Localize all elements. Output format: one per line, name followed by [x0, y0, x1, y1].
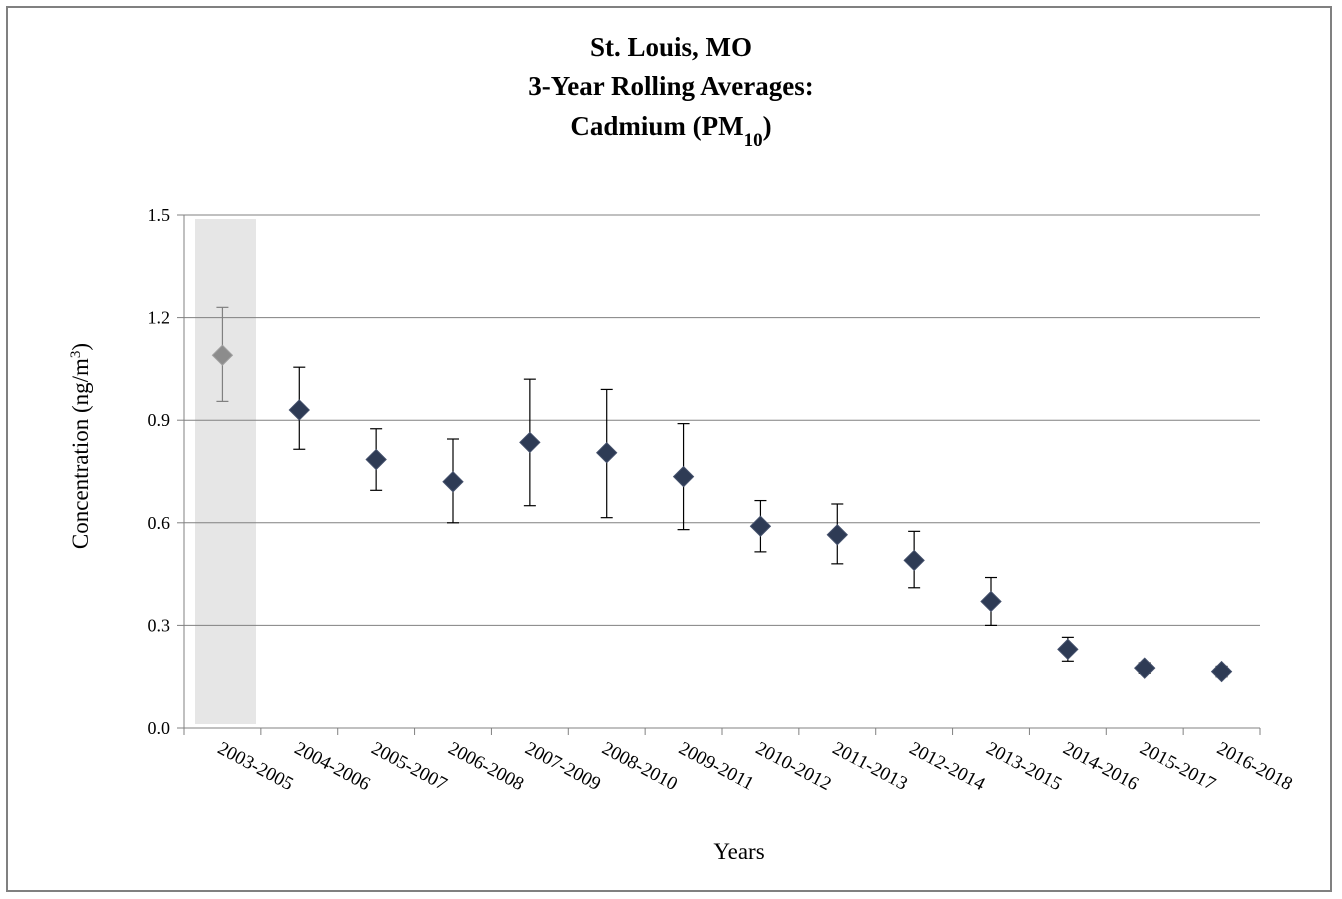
x-tick-label: 2007-2009: [522, 738, 605, 795]
y-tick-label: 1.2: [148, 308, 171, 328]
y-tick-label: 0.6: [148, 513, 171, 533]
x-tick-label: 2016-2018: [1213, 738, 1296, 795]
data-point: [1210, 660, 1233, 683]
x-tick-label: 2012-2014: [906, 738, 989, 795]
y-tick-labels: 0.0 0.3 0.6 0.9 1.2 1.5: [148, 205, 171, 738]
chart-title-line: St. Louis, MO: [590, 32, 752, 62]
error-bars: [216, 306, 1228, 678]
chart-title-line: Cadmium (PM10): [570, 111, 771, 151]
y-axis-label: Concentration (ng/m3): [68, 343, 93, 549]
data-point: [365, 448, 387, 471]
data-point: [980, 590, 1002, 613]
shaded-band: [195, 219, 256, 724]
shaded-region: [195, 219, 256, 724]
x-tick-label: 2014-2016: [1060, 738, 1143, 795]
data-point: [211, 344, 234, 366]
data-point: [826, 524, 848, 546]
chart-title-line: 3-Year Rolling Averages:: [528, 71, 813, 101]
x-tick-labels: 2003-20052004-20062005-20072006-20082007…: [214, 738, 1296, 795]
gridlines: [184, 214, 1260, 626]
data-point: [903, 549, 925, 572]
data-point: [1134, 657, 1156, 679]
x-tick-label: 2010-2012: [752, 738, 835, 795]
x-tick-label: 2008-2010: [598, 738, 681, 795]
x-tick-label: 2005-2007: [368, 738, 451, 795]
y-tick-label: 0.3: [148, 615, 171, 635]
y-tick-label: 1.5: [148, 205, 171, 225]
x-tick-label: 2011-2013: [829, 738, 911, 795]
x-tick-label: 2004-2006: [291, 738, 374, 795]
x-axis-label: Years: [713, 839, 764, 864]
data-points: [211, 344, 1233, 683]
x-tick-label: 2003-2005: [214, 738, 297, 795]
x-tick-label: 2006-2008: [445, 738, 528, 795]
data-point: [749, 515, 772, 537]
y-tick-label: 0.9: [148, 410, 171, 430]
chart-title: St. Louis, MO 3-Year Rolling Averages: Cad…: [528, 32, 813, 151]
data-point: [519, 431, 541, 454]
data-point: [672, 465, 695, 488]
data-point: [1057, 638, 1079, 661]
x-tick-label: 2015-2017: [1136, 738, 1219, 795]
data-point: [442, 471, 464, 493]
data-point: [288, 399, 310, 421]
axes: [177, 214, 1261, 735]
y-tick-label: 0.0: [148, 718, 171, 738]
x-tick-label: 2013-2015: [983, 738, 1066, 795]
data-point: [596, 441, 618, 464]
x-tick-label: 2009-2011: [675, 738, 757, 795]
